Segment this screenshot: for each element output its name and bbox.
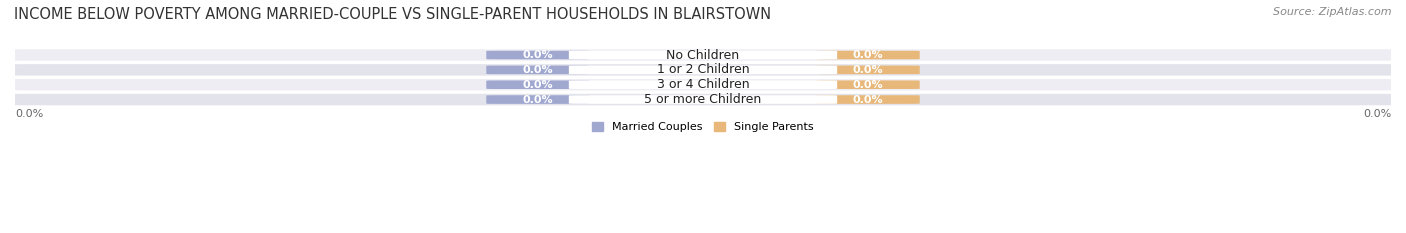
- FancyBboxPatch shape: [486, 51, 589, 59]
- FancyBboxPatch shape: [1, 63, 1405, 77]
- Text: 0.0%: 0.0%: [853, 95, 883, 105]
- FancyBboxPatch shape: [817, 65, 920, 74]
- FancyBboxPatch shape: [486, 95, 589, 104]
- FancyBboxPatch shape: [569, 51, 837, 59]
- FancyBboxPatch shape: [1, 48, 1405, 62]
- Text: 0.0%: 0.0%: [853, 65, 883, 75]
- FancyBboxPatch shape: [817, 95, 920, 104]
- FancyBboxPatch shape: [569, 95, 837, 104]
- FancyBboxPatch shape: [1, 78, 1405, 92]
- Text: 5 or more Children: 5 or more Children: [644, 93, 762, 106]
- Text: 0.0%: 0.0%: [853, 50, 883, 60]
- Text: Source: ZipAtlas.com: Source: ZipAtlas.com: [1274, 7, 1392, 17]
- FancyBboxPatch shape: [817, 51, 920, 59]
- Text: 0.0%: 0.0%: [523, 50, 553, 60]
- Text: 0.0%: 0.0%: [853, 80, 883, 90]
- Text: 3 or 4 Children: 3 or 4 Children: [657, 78, 749, 91]
- Text: 0.0%: 0.0%: [523, 95, 553, 105]
- Text: INCOME BELOW POVERTY AMONG MARRIED-COUPLE VS SINGLE-PARENT HOUSEHOLDS IN BLAIRST: INCOME BELOW POVERTY AMONG MARRIED-COUPL…: [14, 7, 770, 22]
- Text: 0.0%: 0.0%: [523, 65, 553, 75]
- Legend: Married Couples, Single Parents: Married Couples, Single Parents: [592, 122, 814, 132]
- FancyBboxPatch shape: [569, 65, 837, 74]
- Text: 0.0%: 0.0%: [15, 109, 44, 119]
- FancyBboxPatch shape: [569, 80, 837, 89]
- FancyBboxPatch shape: [486, 65, 589, 74]
- Text: 1 or 2 Children: 1 or 2 Children: [657, 63, 749, 76]
- Text: 0.0%: 0.0%: [523, 80, 553, 90]
- Text: No Children: No Children: [666, 48, 740, 62]
- FancyBboxPatch shape: [817, 80, 920, 89]
- Text: 0.0%: 0.0%: [1362, 109, 1391, 119]
- FancyBboxPatch shape: [486, 80, 589, 89]
- FancyBboxPatch shape: [1, 93, 1405, 106]
